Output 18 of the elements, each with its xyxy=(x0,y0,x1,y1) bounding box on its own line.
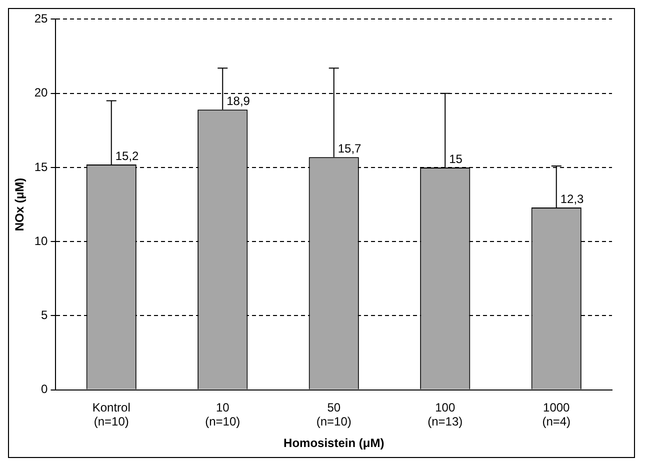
x-tick-label: 50 (n=10) xyxy=(316,400,352,429)
data-label: 12,3 xyxy=(560,192,584,206)
data-label: 15,2 xyxy=(115,148,140,163)
x-tick-label: 100 (n=13) xyxy=(428,400,463,429)
data-label: 18,9 xyxy=(226,94,250,108)
y-tick-label: 10 xyxy=(34,234,48,248)
x-axis-title: Homosistein (μM) xyxy=(284,436,384,450)
y-tick-label: 25 xyxy=(34,12,48,26)
x-tick-label: 1000 (n=4) xyxy=(542,400,571,429)
y-axis-title: NOx (μM) xyxy=(12,178,27,232)
y-tick-label: 0 xyxy=(41,382,48,396)
data-label: 15,7 xyxy=(338,141,362,156)
y-tick-label: 15 xyxy=(34,160,48,174)
y-tick-label: 20 xyxy=(34,86,48,100)
data-label: 15 xyxy=(449,152,463,166)
y-tick-label: 5 xyxy=(41,308,48,322)
x-tick-label: 10 (n=10) xyxy=(205,400,240,429)
x-tick-label: Kontrol (n=10) xyxy=(92,400,130,429)
